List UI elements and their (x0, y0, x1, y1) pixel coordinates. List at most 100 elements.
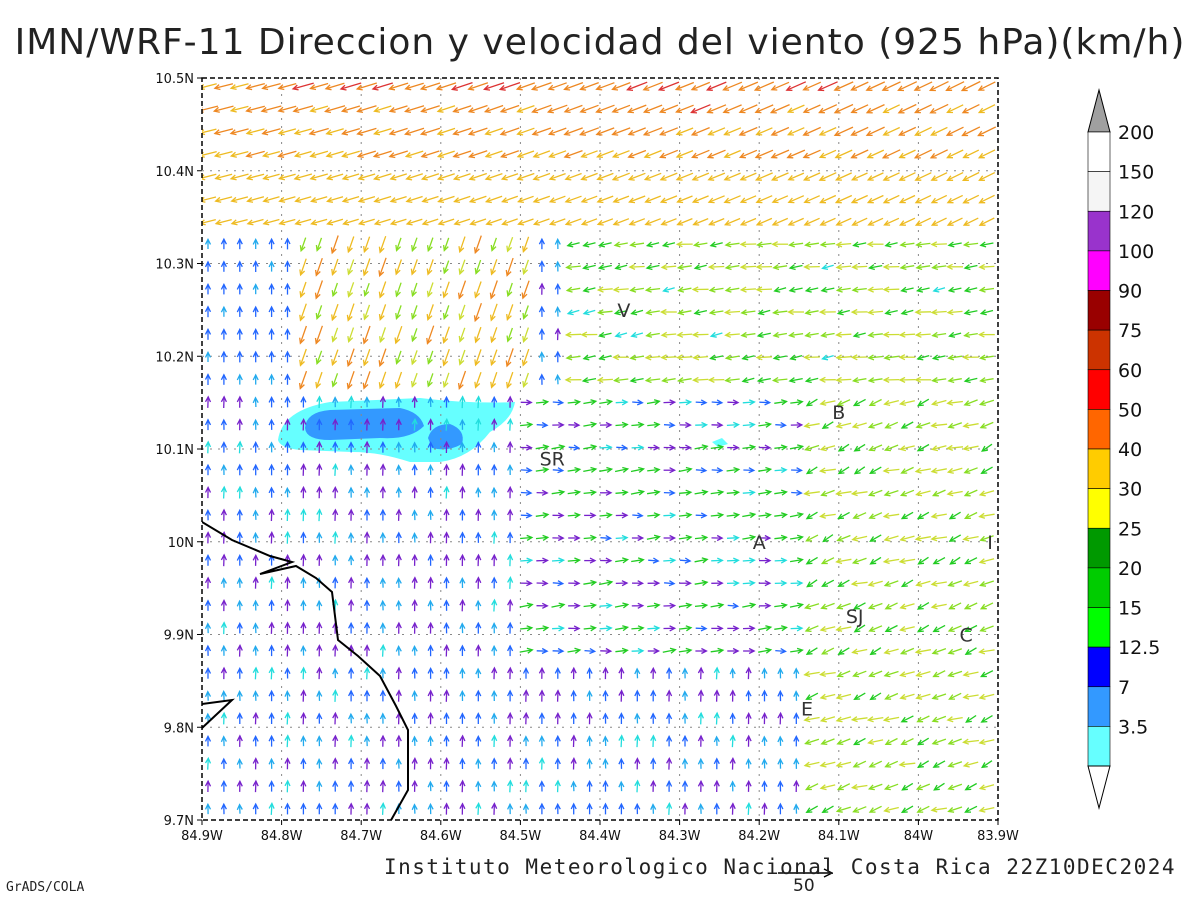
wind-arrow-head (563, 84, 571, 91)
wind-arrow-head (612, 197, 620, 204)
wind-arrow-head (621, 444, 628, 451)
wind-arrow (965, 805, 978, 813)
wind-arrow (517, 150, 535, 158)
wind-arrow-head (691, 331, 699, 338)
wind-arrow-head (618, 666, 625, 674)
wind-arrow-head (748, 467, 756, 474)
wind-arrow (565, 195, 582, 203)
wind-arrow (774, 626, 787, 630)
wind-arrow (902, 782, 914, 791)
wind-arrow-head (284, 644, 291, 651)
wind-arrow-head (252, 328, 259, 335)
wind-arrow-head (236, 712, 243, 719)
wind-arrow-head (379, 757, 386, 765)
wind-arrow-head (574, 512, 582, 519)
wind-arrow (486, 218, 502, 225)
wind-arrow-head (691, 175, 699, 181)
wind-arrow (898, 103, 917, 114)
wind-arrow (885, 242, 898, 247)
wind-arrow-head (596, 286, 604, 293)
wind-arrow-head (506, 314, 512, 321)
map-title: IMN/WRF-11 Direccion y velocidad del vie… (14, 22, 1186, 63)
wind-arrow-head (866, 152, 874, 159)
wind-arrow (916, 490, 931, 496)
wind-arrow (946, 81, 965, 91)
wind-arrow-head (542, 399, 550, 406)
wind-arrow-head (929, 153, 937, 159)
wind-arrow-head (293, 151, 301, 158)
wind-arrow (804, 491, 820, 495)
wind-arrow-head (309, 152, 317, 158)
wind-arrow (453, 105, 472, 113)
wind-arrow (742, 377, 755, 383)
wind-arrow (391, 218, 407, 225)
wind-arrow-head (261, 84, 269, 91)
wind-arrow-head (204, 305, 212, 313)
wind-arrow-head (867, 354, 875, 361)
wind-arrow (773, 378, 788, 382)
wind-arrow (900, 333, 916, 336)
wind-arrow-head (697, 757, 704, 765)
wind-arrow-head (978, 286, 986, 293)
wind-arrow-head (278, 196, 286, 203)
colorbar-swatch (1087, 448, 1111, 489)
wind-arrow (421, 105, 440, 113)
wind-arrow-head (622, 602, 630, 609)
wind-arrow (411, 237, 418, 251)
wind-arrow (532, 127, 552, 136)
wind-arrow-head (835, 241, 843, 248)
wind-arrow-head (277, 106, 285, 113)
wind-arrow-head (491, 486, 498, 494)
wind-arrow-head (507, 666, 514, 674)
wind-arrow (327, 218, 344, 225)
wind-arrow-head (362, 269, 369, 277)
wind-arrow (675, 81, 695, 91)
wind-arrow-head (421, 197, 429, 204)
wind-arrow-head (850, 130, 858, 136)
wind-arrow (500, 127, 520, 136)
wind-arrow (379, 371, 387, 389)
wind-arrow-head (822, 536, 829, 543)
wind-arrow-head (325, 151, 333, 158)
wind-arrow (630, 468, 644, 473)
wind-arrow (647, 468, 660, 472)
wind-arrow-head (410, 358, 417, 366)
wind-arrow-head (930, 445, 939, 452)
wind-arrow (747, 803, 750, 815)
wind-arrow-head (538, 756, 545, 764)
colorbar-swatch (1087, 131, 1111, 172)
wind-arrow-head (284, 757, 291, 764)
wind-arrow (804, 195, 820, 203)
wind-arrow (932, 332, 947, 337)
wind-arrow-head (780, 512, 788, 519)
wind-arrow (806, 783, 819, 791)
wind-arrow (631, 332, 644, 337)
wind-arrow-head (459, 576, 466, 584)
wind-arrow-head (661, 241, 669, 248)
wind-arrow-head (659, 152, 667, 159)
wind-arrow-head (573, 602, 581, 609)
wind-arrow (884, 513, 900, 518)
wind-arrow-head (787, 197, 795, 204)
wind-arrow (636, 780, 639, 793)
wind-arrow (628, 127, 646, 136)
wind-arrow-head (653, 534, 661, 541)
wind-arrow-head (915, 671, 923, 678)
wind-arrow (884, 648, 899, 654)
wind-arrow (645, 218, 661, 226)
wind-arrow-head (723, 175, 731, 181)
wind-arrow (915, 468, 932, 473)
wind-arrow-head (443, 734, 450, 742)
wind-arrow-head (659, 308, 667, 316)
wind-arrow (885, 783, 899, 790)
wind-arrow (207, 758, 209, 770)
wind-arrow-head (899, 490, 907, 497)
wind-arrow-head (946, 716, 954, 723)
wind-arrow (468, 127, 488, 135)
wind-arrow-head (426, 268, 433, 276)
wind-arrow (506, 236, 514, 252)
wind-arrow-head (836, 784, 844, 791)
wind-arrow (835, 149, 853, 159)
wind-arrow-head (473, 315, 480, 323)
wind-arrow (946, 126, 964, 136)
